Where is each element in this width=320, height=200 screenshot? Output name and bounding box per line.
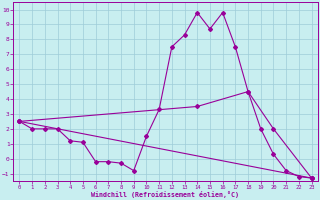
X-axis label: Windchill (Refroidissement éolien,°C): Windchill (Refroidissement éolien,°C) <box>92 191 239 198</box>
